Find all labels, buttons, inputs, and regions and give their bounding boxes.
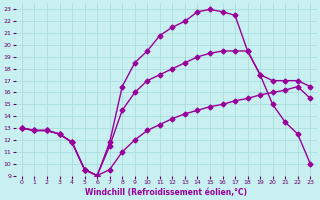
X-axis label: Windchill (Refroidissement éolien,°C): Windchill (Refroidissement éolien,°C) [85, 188, 247, 197]
